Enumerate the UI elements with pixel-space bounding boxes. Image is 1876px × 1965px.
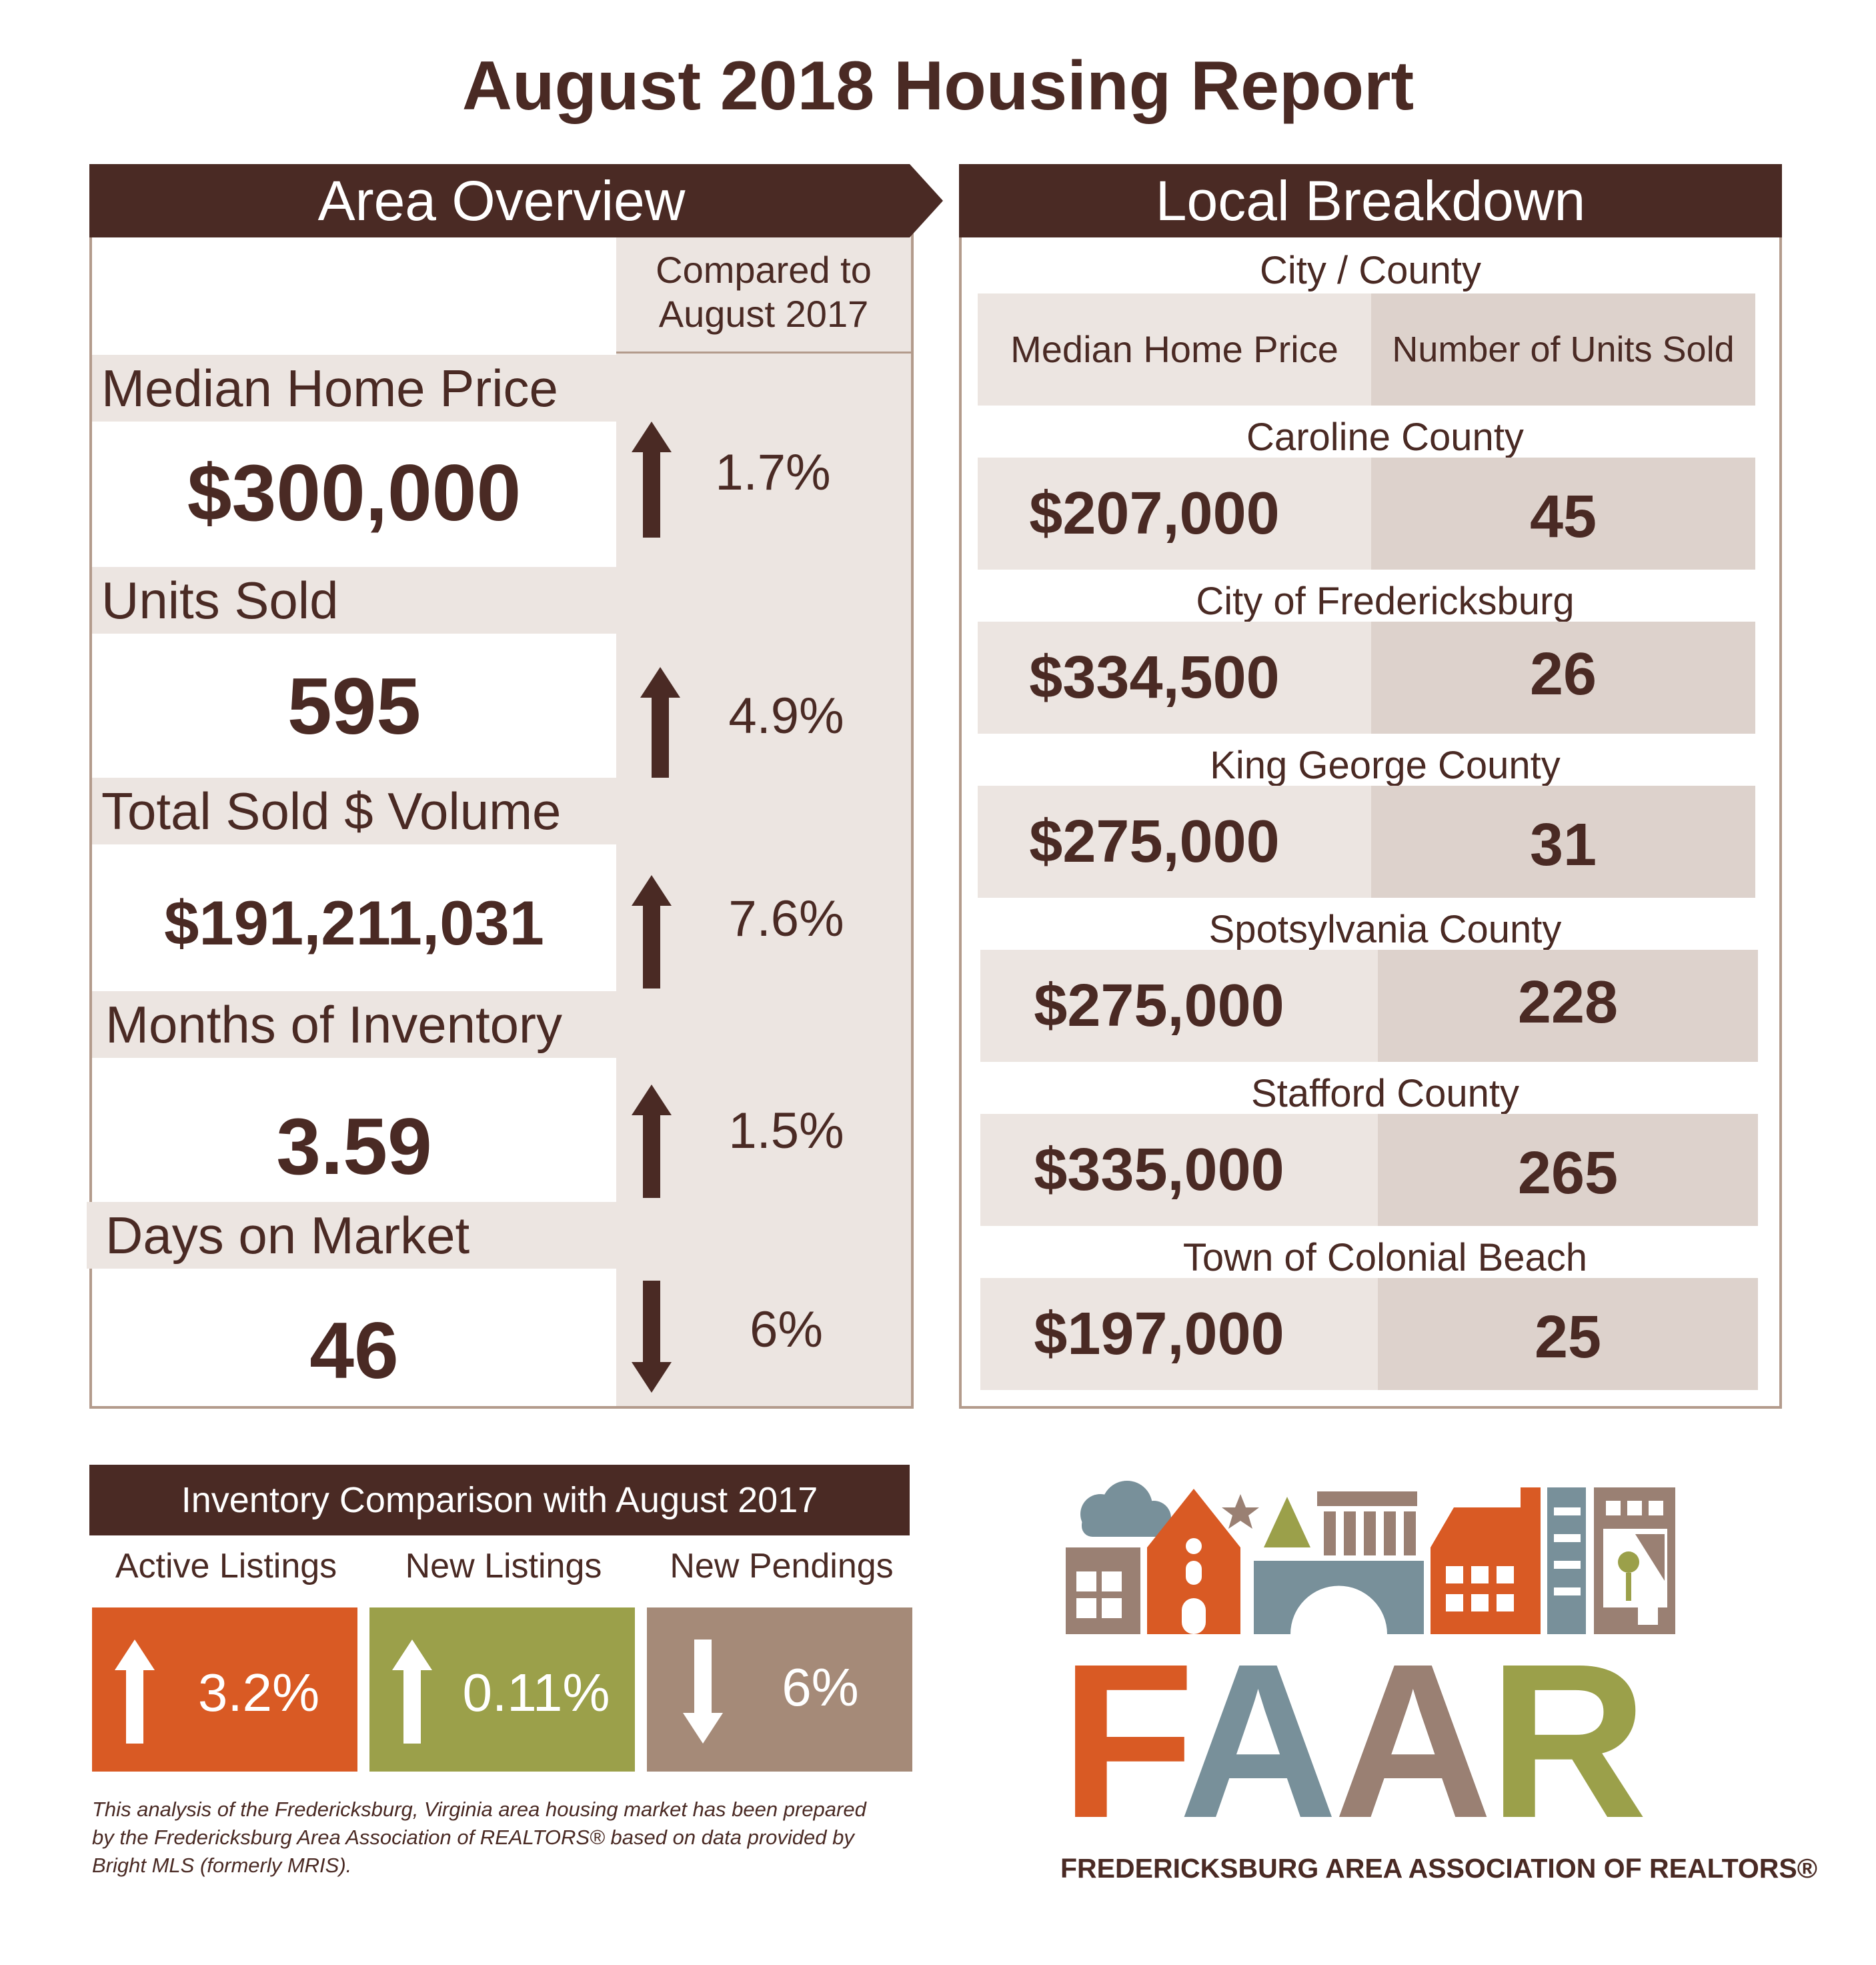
metric-change-median-price: 1.7% [715, 444, 831, 501]
arrow-down-icon [632, 1281, 672, 1393]
metric-change-units-sold: 4.9% [728, 688, 844, 744]
arrow-down-icon [683, 1640, 723, 1744]
inventory-box-new: 0.11% [369, 1607, 635, 1772]
faar-tagline: FREDERICKSBURG AREA ASSOCIATION OF REALT… [1060, 1853, 1817, 1884]
town-skyline-illustration [1066, 1481, 1675, 1634]
compared-label: Compared to August 2017 [616, 248, 911, 336]
metric-value-units-sold: 595 [287, 662, 421, 751]
arrow-up-icon [632, 1085, 672, 1198]
local-row-units: 31 [1371, 786, 1755, 898]
arrow-up-icon [392, 1640, 432, 1744]
faar-letters: FAAR [1060, 1631, 1681, 1851]
local-subheader: City / County [1260, 249, 1481, 292]
metric-label-months-inventory: Months of Inventory [92, 991, 616, 1058]
compared-divider [616, 352, 911, 354]
local-row-name: Town of Colonial Beach [1182, 1236, 1588, 1279]
inventory-change-new: 0.11% [462, 1663, 610, 1722]
inventory-header: Inventory Comparison with August 2017 [89, 1465, 910, 1535]
metric-label-total-volume: Total Sold $ Volume [92, 778, 616, 844]
inventory-label-new: New Listings [405, 1547, 602, 1585]
faar-letter-f: F [1060, 1617, 1182, 1864]
metric-label-units-sold: Units Sold [92, 567, 616, 634]
local-breakdown-header: Local Breakdown [959, 164, 1782, 237]
local-row-price: $207,000 [978, 458, 1371, 570]
metric-value-median-price: $300,000 [187, 448, 522, 538]
local-row-name: King George County [1210, 744, 1561, 787]
col-header-price: Median Home Price [978, 293, 1371, 406]
col-header-units: Number of Units Sold [1371, 293, 1755, 406]
local-row-units: 265 [1378, 1114, 1758, 1226]
local-row-name: Caroline County [1246, 416, 1524, 459]
arrow-up-icon [115, 1640, 155, 1744]
local-row-name: City of Fredericksburg [1196, 580, 1575, 623]
arrow-up-icon [640, 667, 680, 778]
inventory-box-pendings: 6% [647, 1607, 912, 1772]
arrow-up-icon [632, 875, 672, 989]
metric-label-median-price: Median Home Price [92, 355, 616, 422]
compared-label-line2: August 2017 [658, 293, 869, 335]
metric-label-days-on-market: Days on Market [87, 1202, 616, 1269]
arrow-up-icon [632, 422, 672, 538]
local-row-units: 45 [1371, 458, 1755, 570]
metric-value-total-volume: $191,211,031 [164, 888, 544, 958]
area-overview-title: Area Overview [317, 169, 686, 232]
metric-value-months-inventory: 3.59 [276, 1102, 432, 1191]
faar-letter-r: R [1489, 1617, 1647, 1864]
inventory-label-active: Active Listings [115, 1547, 337, 1585]
metric-change-months-inventory: 1.5% [728, 1103, 844, 1159]
local-column-headers: Median Home Price Number of Units Sold [978, 293, 1755, 406]
faar-logo: FAAR FREDERICKSBURG AREA ASSOCIATION OF … [1060, 1481, 1817, 1908]
local-row-name: Stafford County [1251, 1072, 1519, 1115]
inventory-label-pendings: New Pendings [670, 1547, 894, 1585]
compared-column [616, 236, 911, 1406]
local-row-units: 228 [1378, 950, 1758, 1062]
metric-change-days-on-market: 6% [750, 1301, 823, 1358]
local-row-price: $275,000 [980, 950, 1378, 1062]
local-row-name: Spotsylvania County [1208, 908, 1562, 951]
inventory-change-active: 3.2% [197, 1663, 320, 1722]
footnote: This analysis of the Fredericksburg, Vir… [92, 1798, 866, 1877]
inventory-change-pendings: 6% [782, 1658, 859, 1717]
metric-value-days-on-market: 46 [309, 1306, 399, 1395]
local-row-price: $334,500 [978, 622, 1371, 734]
faar-letter-a1: A [1178, 1617, 1337, 1864]
header-arrow-shape [89, 164, 943, 237]
area-overview-header: Area Overview [89, 164, 943, 237]
metric-change-total-volume: 7.6% [728, 890, 844, 947]
local-row-price: $275,000 [978, 786, 1371, 898]
local-row-units: 25 [1378, 1278, 1758, 1390]
faar-letter-a2: A [1333, 1617, 1493, 1864]
page-title: August 2018 Housing Report [461, 47, 1415, 125]
local-row-price: $335,000 [980, 1114, 1378, 1226]
local-row-price: $197,000 [980, 1278, 1378, 1390]
inventory-box-active: 3.2% [92, 1607, 357, 1772]
local-row-units: 26 [1371, 622, 1755, 734]
compared-label-line1: Compared to [656, 249, 872, 291]
